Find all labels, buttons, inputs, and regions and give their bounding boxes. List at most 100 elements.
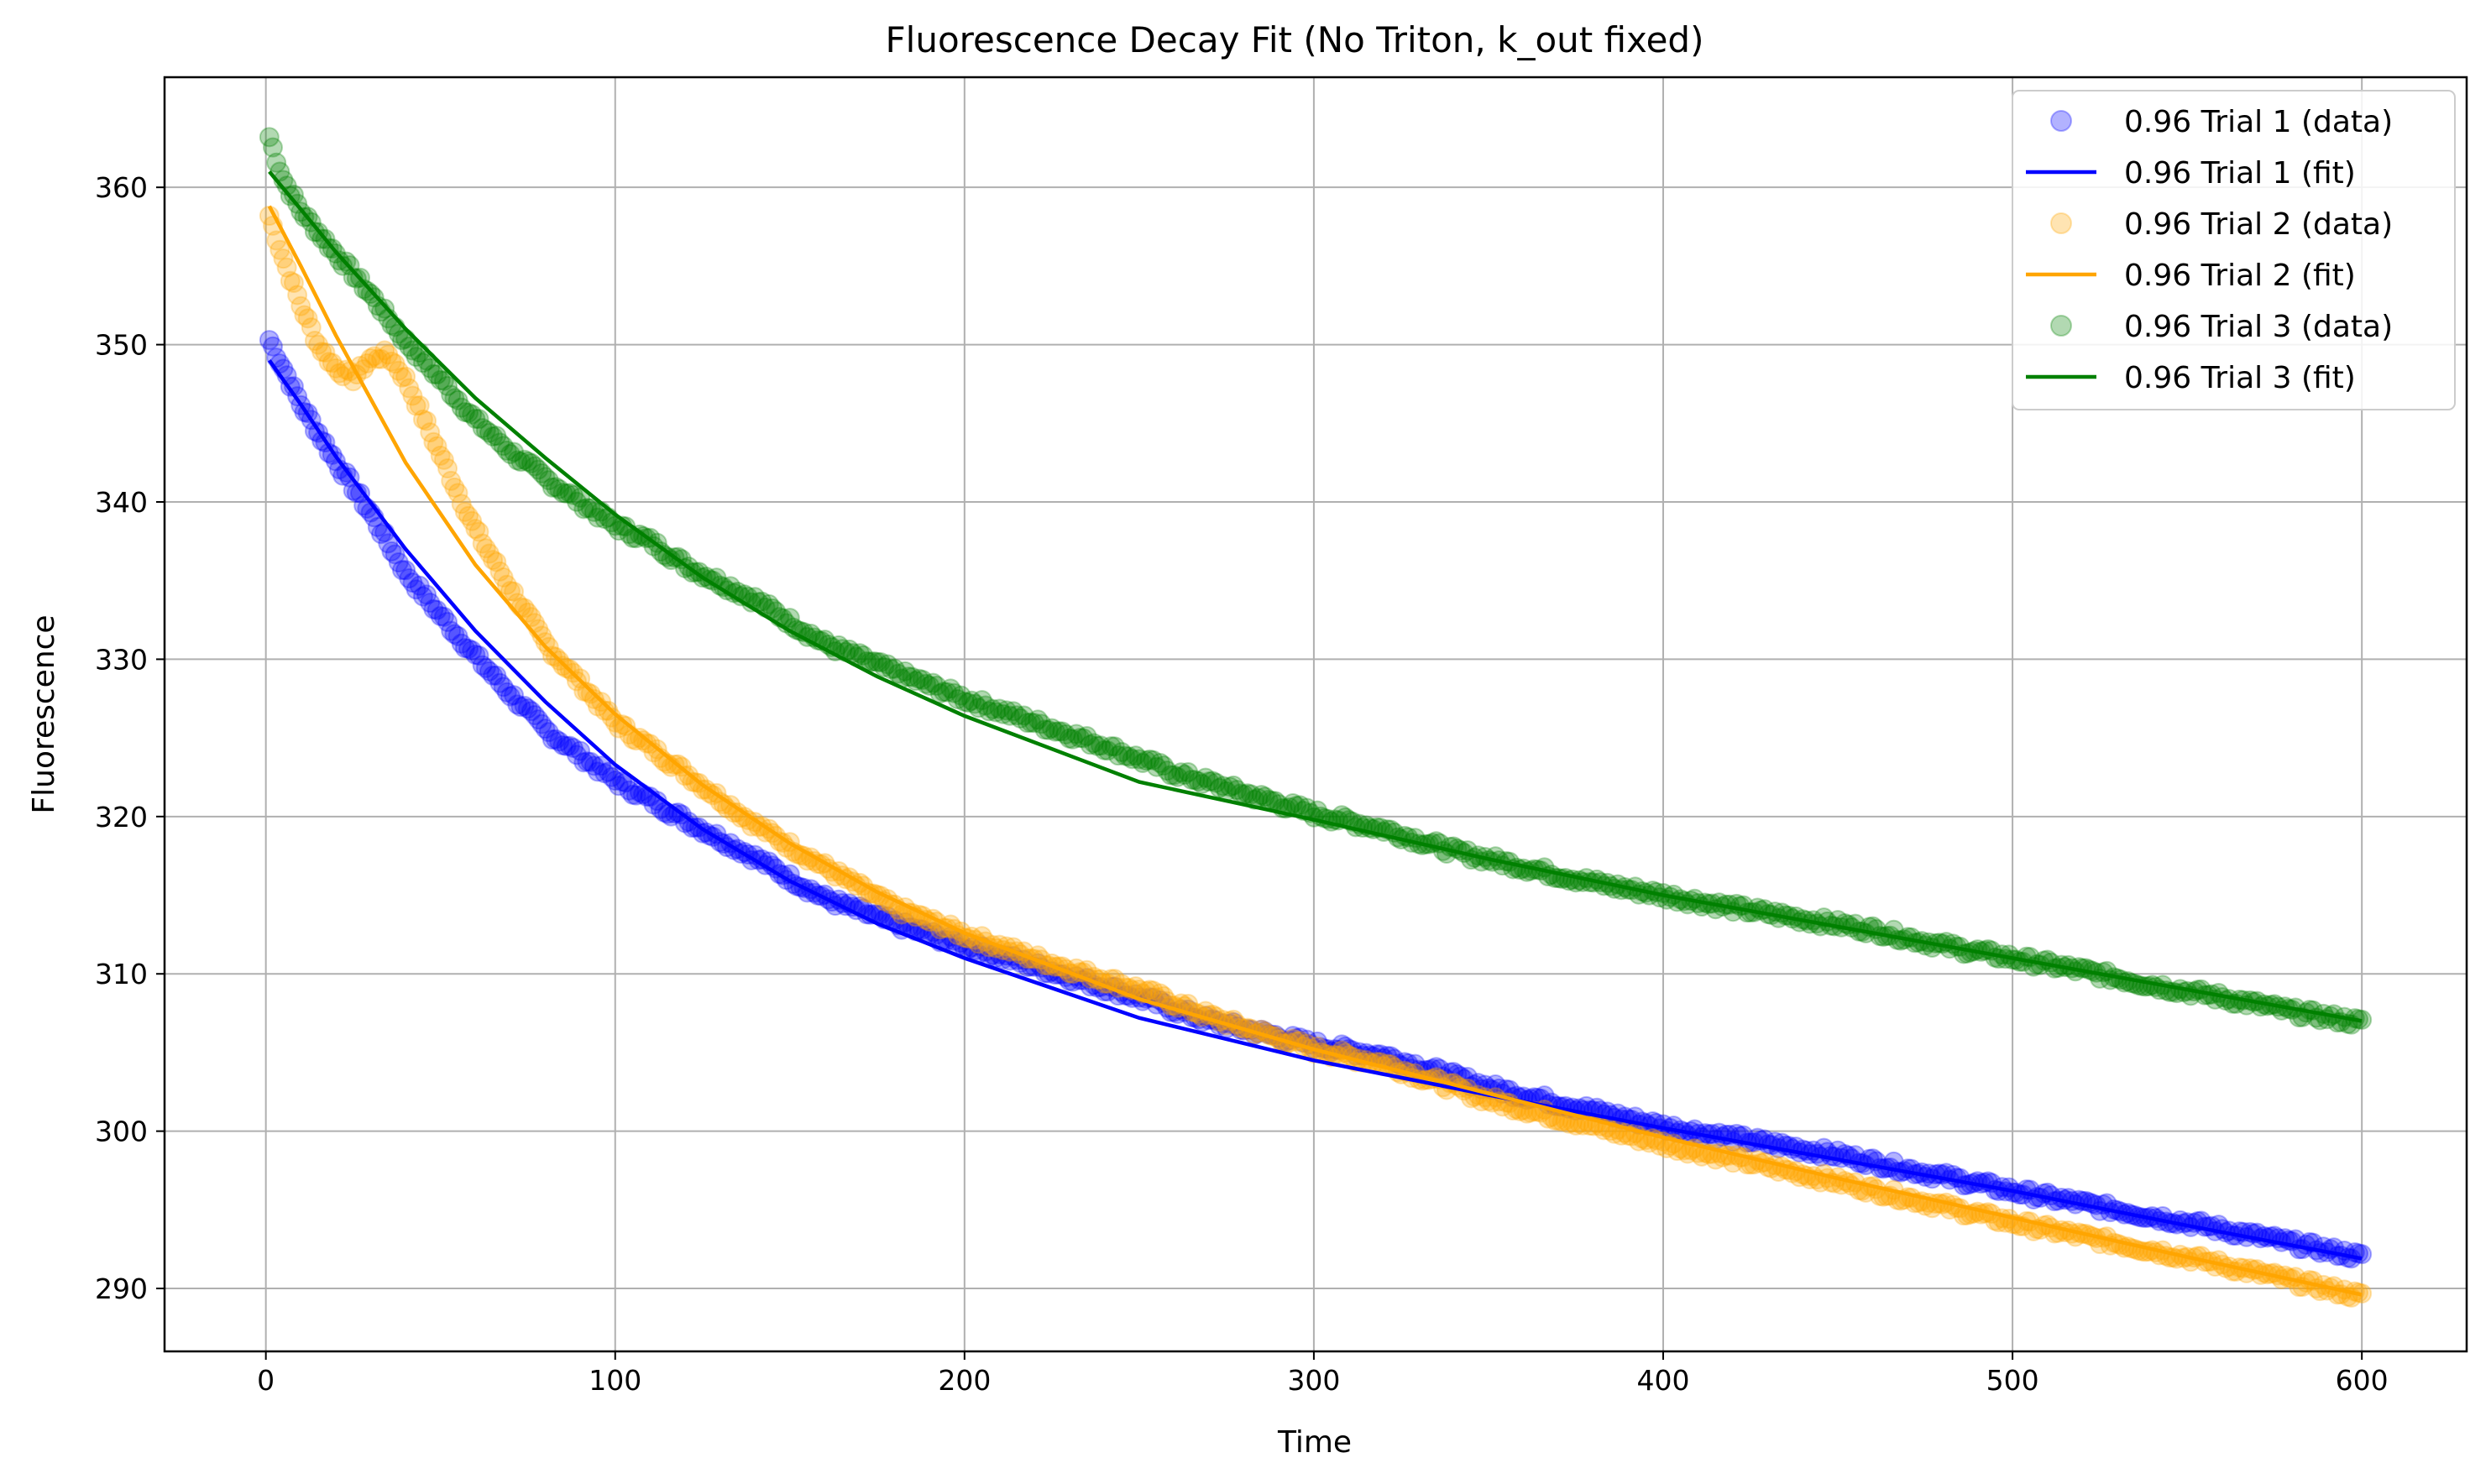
data-point — [1083, 733, 1104, 754]
data-point — [493, 567, 514, 588]
data-point — [947, 688, 968, 709]
data-point — [1139, 980, 1160, 1001]
data-point — [280, 270, 301, 291]
data-point — [996, 700, 1017, 721]
data-point — [510, 697, 531, 718]
data-point — [573, 752, 594, 773]
data-point — [758, 593, 779, 614]
data-point — [926, 924, 947, 945]
data-point — [504, 685, 525, 706]
data-point — [1055, 724, 1076, 745]
data-point — [919, 675, 940, 696]
data-point — [863, 651, 884, 671]
x-tick-label: 0 — [257, 1364, 275, 1397]
data-point — [580, 498, 601, 519]
data-point — [462, 640, 483, 661]
data-point — [496, 682, 517, 703]
data-point — [504, 581, 525, 602]
data-point — [535, 632, 556, 653]
data-point — [853, 645, 874, 666]
data-point — [1017, 713, 1038, 734]
data-point — [1195, 767, 1216, 788]
data-point — [514, 598, 535, 619]
data-point — [451, 633, 472, 654]
data-point — [437, 458, 458, 479]
x-tick-label: 500 — [1986, 1364, 2039, 1397]
data-point — [420, 358, 441, 379]
data-point — [944, 930, 965, 951]
legend-marker — [2050, 315, 2072, 337]
data-point — [458, 638, 479, 659]
data-point — [262, 137, 283, 158]
data-point — [406, 395, 427, 416]
data-point — [332, 255, 353, 276]
scatter-series — [259, 206, 2373, 1308]
data-point — [510, 452, 531, 473]
data-point — [622, 784, 643, 805]
data-point — [580, 683, 601, 704]
data-point — [902, 666, 923, 687]
data-point — [458, 505, 479, 526]
data-point — [1146, 756, 1167, 777]
data-point — [535, 467, 556, 488]
data-point — [895, 661, 916, 682]
data-point — [360, 284, 381, 305]
data-point — [992, 703, 1013, 724]
data-point — [444, 624, 465, 645]
x-axis-label: Time — [1277, 1425, 1352, 1460]
data-point — [1380, 1046, 1401, 1067]
data-point — [447, 625, 468, 646]
data-point — [1007, 705, 1028, 726]
data-point — [441, 470, 462, 491]
data-point — [1149, 752, 1170, 773]
data-point — [1254, 786, 1275, 807]
data-point — [308, 334, 329, 355]
data-point — [601, 766, 622, 787]
data-point — [573, 499, 594, 520]
data-point — [584, 501, 604, 522]
data-point — [636, 733, 657, 754]
data-point — [521, 701, 542, 722]
data-point — [433, 606, 454, 627]
legend: 0.96 Trial 1 (data) 0.96 Trial 1 (fit) 0.9… — [2012, 90, 2456, 410]
data-point — [912, 669, 933, 690]
data-point — [556, 735, 577, 756]
data-point — [1101, 736, 1122, 757]
data-point — [950, 685, 971, 706]
data-point — [1369, 1044, 1390, 1065]
data-point — [950, 933, 971, 954]
legend-marker — [2050, 110, 2072, 132]
data-point — [745, 587, 766, 608]
data-point — [475, 420, 496, 441]
data-point — [1237, 783, 1258, 804]
data-point — [486, 551, 507, 572]
y-tick-label: 360 — [95, 171, 148, 204]
data-point — [1167, 766, 1188, 787]
data-point — [1212, 776, 1233, 797]
data-point — [504, 442, 525, 462]
data-point — [447, 483, 468, 504]
data-point — [542, 729, 563, 750]
data-point — [1073, 728, 1094, 749]
data-point — [1377, 1045, 1398, 1066]
data-point — [577, 682, 598, 703]
data-point — [1202, 771, 1223, 792]
data-point — [1282, 793, 1303, 814]
data-point — [409, 575, 430, 596]
data-point — [427, 599, 447, 620]
data-point — [546, 729, 567, 750]
data-point — [1104, 736, 1125, 757]
data-point — [986, 702, 1007, 723]
data-point — [496, 574, 517, 595]
data-point — [779, 608, 800, 629]
data-point — [604, 771, 625, 792]
data-point — [521, 452, 542, 473]
data-point — [270, 239, 290, 260]
data-point — [412, 353, 433, 374]
legend-box — [2012, 90, 2456, 410]
data-point — [975, 695, 996, 716]
data-point — [507, 694, 528, 715]
data-point — [1223, 775, 1244, 796]
data-point — [402, 340, 423, 361]
data-point — [612, 771, 633, 792]
